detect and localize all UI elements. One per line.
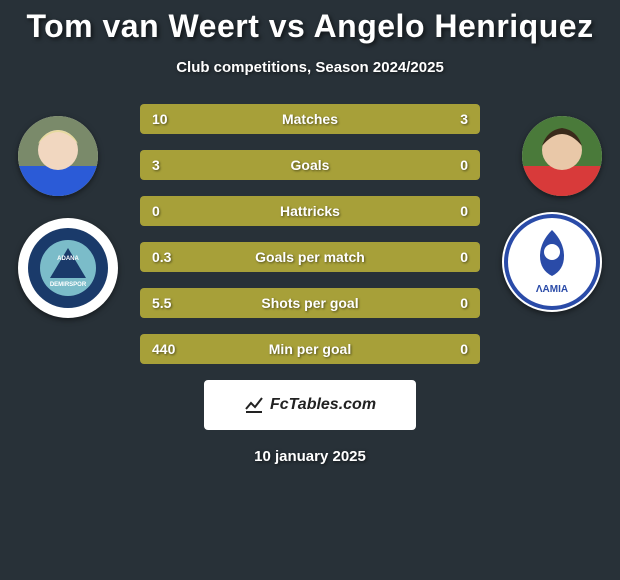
stat-left-value: 0.3 [152, 249, 192, 265]
stat-right-value: 0 [428, 203, 468, 219]
stat-bar: 0.3 Goals per match 0 [140, 242, 480, 272]
stat-row: 5.5 Shots per goal 0 [0, 288, 620, 318]
stat-right-value: 0 [428, 157, 468, 173]
stat-label: Shots per goal [192, 295, 428, 311]
stat-right-value: 0 [428, 341, 468, 357]
stat-right-value: 0 [428, 295, 468, 311]
stat-bar: 440 Min per goal 0 [140, 334, 480, 364]
source-badge-text: FcTables.com [270, 396, 376, 414]
source-badge: FcTables.com [204, 380, 416, 430]
stat-left-value: 10 [152, 111, 192, 127]
stat-label: Goals [192, 157, 428, 173]
date-text: 10 january 2025 [0, 448, 620, 465]
chart-icon [244, 395, 264, 415]
stat-bar: 0 Hattricks 0 [140, 196, 480, 226]
stats-table: 10 Matches 3 3 Goals 0 0 Hattricks 0 0.3… [0, 104, 620, 364]
stat-right-value: 3 [428, 111, 468, 127]
stat-bar: 3 Goals 0 [140, 150, 480, 180]
stat-bar: 10 Matches 3 [140, 104, 480, 134]
stat-label: Goals per match [192, 249, 428, 265]
page-title: Tom van Weert vs Angelo Henriquez [0, 0, 620, 45]
stat-right-value: 0 [428, 249, 468, 265]
stat-row: 440 Min per goal 0 [0, 334, 620, 364]
stat-row: 10 Matches 3 [0, 104, 620, 134]
stat-left-value: 0 [152, 203, 192, 219]
stat-label: Matches [192, 111, 428, 127]
stat-left-value: 5.5 [152, 295, 192, 311]
stat-label: Hattricks [192, 203, 428, 219]
stat-left-value: 440 [152, 341, 192, 357]
comparison-card: Tom van Weert vs Angelo Henriquez Club c… [0, 0, 620, 580]
stat-row: 0.3 Goals per match 0 [0, 242, 620, 272]
subtitle: Club competitions, Season 2024/2025 [0, 59, 620, 76]
stat-left-value: 3 [152, 157, 192, 173]
stat-label: Min per goal [192, 341, 428, 357]
stat-bar: 5.5 Shots per goal 0 [140, 288, 480, 318]
stat-row: 0 Hattricks 0 [0, 196, 620, 226]
stat-row: 3 Goals 0 [0, 150, 620, 180]
